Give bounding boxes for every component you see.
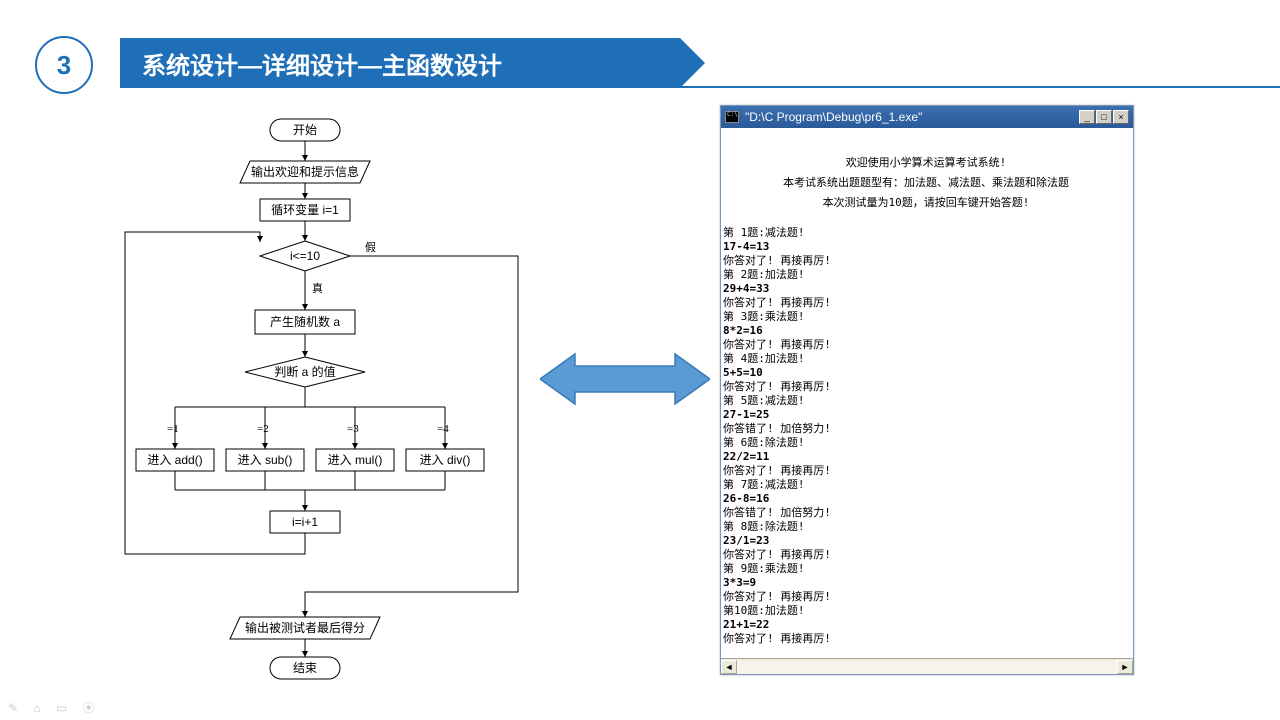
scroll-left-icon[interactable]: ◄ [721, 660, 737, 674]
double-arrow-icon [540, 352, 710, 411]
svg-text:进入 add(): 进入 add() [147, 453, 202, 467]
close-button[interactable]: × [1113, 110, 1129, 124]
svg-text:循环变量 i=1: 循环变量 i=1 [271, 202, 339, 217]
svg-text:=2: =2 [257, 423, 269, 435]
header-title-bar: 系统设计—详细设计—主函数设计 [120, 38, 680, 88]
svg-text:=1: =1 [167, 423, 179, 435]
svg-text:=3: =3 [347, 423, 359, 435]
svg-text:产生随机数 a: 产生随机数 a [270, 314, 340, 329]
svg-text:进入 mul(): 进入 mul() [328, 453, 383, 467]
console-window: "D:\C Program\Debug\pr6_1.exe" _ □ × 欢迎使… [720, 105, 1134, 675]
svg-text:结束: 结束 [293, 661, 317, 675]
maximize-button[interactable]: □ [1096, 110, 1112, 124]
svg-text:i=i+1: i=i+1 [292, 515, 318, 529]
header-title: 系统设计—详细设计—主函数设计 [142, 46, 502, 81]
header-number-circle: 3 [35, 36, 93, 94]
console-app-icon [725, 111, 739, 123]
svg-text:判断 a 的值: 判断 a 的值 [274, 364, 335, 379]
scroll-right-icon[interactable]: ► [1117, 660, 1133, 674]
console-scrollbar[interactable]: ◄ ► [721, 658, 1133, 674]
slide-header: 系统设计—详细设计—主函数设计 3 [0, 38, 1280, 93]
svg-text:i<=10: i<=10 [290, 249, 320, 263]
svg-text:输出欢迎和提示信息: 输出欢迎和提示信息 [251, 164, 359, 179]
flowchart-svg: 开始输出欢迎和提示信息循环变量 i=1 i<=10 产生随机数 a 判断 a 的值进入… [120, 112, 540, 682]
console-output: 欢迎使用小学算术运算考试系统!本考试系统出题题型有：加法题、减法题、乘法题和除法… [721, 128, 1133, 658]
window-buttons: _ □ × [1079, 110, 1129, 124]
svg-text:假: 假 [365, 240, 376, 254]
svg-text:输出被测试者最后得分: 输出被测试者最后得分 [245, 620, 365, 635]
header-number: 3 [57, 50, 71, 81]
svg-text:开始: 开始 [293, 123, 317, 137]
console-titlebar: "D:\C Program\Debug\pr6_1.exe" _ □ × [721, 106, 1133, 128]
svg-text:=4: =4 [437, 423, 449, 435]
svg-text:真: 真 [312, 281, 323, 295]
svg-text:进入 div(): 进入 div() [420, 453, 471, 467]
svg-text:进入 sub(): 进入 sub() [238, 453, 293, 467]
flowchart: 开始输出欢迎和提示信息循环变量 i=1 i<=10 产生随机数 a 判断 a 的值进入… [120, 112, 540, 682]
console-title: "D:\C Program\Debug\pr6_1.exe" [745, 110, 1079, 124]
minimize-button[interactable]: _ [1079, 110, 1095, 124]
slide-toolbar-icons: ✎ ⌂ ▭ ⦿ [8, 699, 101, 716]
scroll-track[interactable] [737, 660, 1117, 674]
